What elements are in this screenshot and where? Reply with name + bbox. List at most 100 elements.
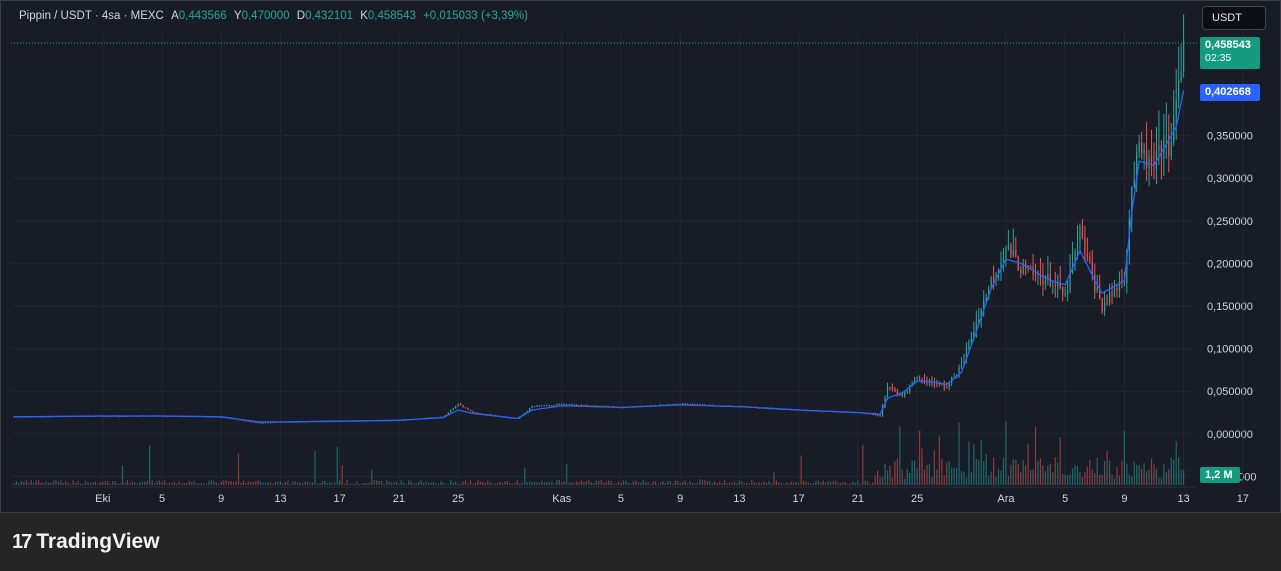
- x-tick-label: 17: [793, 493, 805, 505]
- volume-bar: [309, 482, 311, 485]
- volume-bar: [171, 483, 173, 485]
- candle-body: [963, 360, 965, 365]
- volume-bar: [427, 482, 430, 485]
- volume-bar: [805, 481, 807, 485]
- volume-bar: [70, 483, 72, 485]
- volume-bar: [376, 480, 378, 485]
- volume-bar: [279, 481, 282, 485]
- volume-bar: [807, 482, 810, 485]
- volume-bar: [1180, 469, 1182, 485]
- volume-bar: [129, 483, 131, 485]
- volume-bar: [812, 483, 815, 485]
- volume-bar: [617, 481, 620, 485]
- volume-bar: [837, 482, 839, 485]
- volume-bar: [57, 481, 59, 485]
- candle-body: [988, 287, 990, 299]
- price-chart[interactable]: 0,350000 0,300000 0,250000 0,200000 0,150000…: [1, 1, 1281, 514]
- close-value: 0,458543: [367, 10, 416, 22]
- volume-bar: [134, 482, 136, 485]
- candle-body: [1005, 247, 1007, 259]
- candle-body: [1052, 285, 1054, 287]
- volume-bar: [923, 469, 926, 485]
- currency-selector[interactable]: USDT: [1202, 6, 1266, 30]
- candle-body: [923, 380, 926, 382]
- candle-body: [450, 410, 452, 413]
- candle-body: [1086, 254, 1088, 257]
- candle-body: [978, 320, 980, 323]
- volume-bar: [112, 481, 114, 485]
- volume-bar: [18, 483, 20, 485]
- volume-bar: [1091, 469, 1093, 485]
- volume-bar: [104, 480, 106, 485]
- volume-bar: [114, 481, 116, 485]
- candle-body: [457, 403, 459, 407]
- volume-bar: [92, 482, 94, 485]
- volume-bar: [988, 475, 990, 485]
- candle-body: [975, 322, 977, 333]
- volume-bar: [948, 461, 950, 485]
- volume-bar: [980, 440, 982, 485]
- y-tick-label: 0,200000: [1207, 258, 1253, 270]
- ma-line: [14, 90, 1185, 423]
- volume-bar: [820, 482, 822, 485]
- candle-body: [1126, 249, 1128, 283]
- candle-body: [985, 298, 987, 300]
- volume-bar: [42, 483, 45, 485]
- candle-body: [269, 422, 272, 424]
- volume-bar: [765, 482, 768, 485]
- candle-body: [896, 391, 898, 395]
- candle-body: [879, 414, 881, 416]
- y-tick-label: 0,250000: [1207, 216, 1253, 228]
- volume-bar: [356, 481, 358, 485]
- volume-bar: [173, 481, 175, 485]
- candle-body: [1099, 287, 1101, 299]
- volume-bar: [344, 483, 346, 485]
- volume-bar: [800, 455, 802, 485]
- volume-bar: [738, 480, 741, 485]
- volume-bar: [403, 482, 405, 485]
- volume-bar: [383, 483, 385, 485]
- tradingview-brand[interactable]: 17 TradingView: [12, 530, 160, 554]
- volume-bar: [124, 482, 126, 485]
- open-value: 0,443566: [178, 10, 227, 22]
- candle-body: [1015, 249, 1017, 257]
- x-tick-label: 25: [452, 493, 464, 505]
- volume-bar: [832, 481, 834, 485]
- volume-bar: [874, 475, 876, 485]
- volume-bar: [265, 482, 267, 485]
- volume-bar: [849, 483, 852, 485]
- volume-bar: [615, 483, 617, 485]
- volume-bar: [958, 422, 960, 485]
- volume-bar: [608, 480, 610, 485]
- volume-bar: [973, 444, 975, 485]
- volume-bar: [1133, 462, 1135, 485]
- candle-countdown: 02:35: [1205, 52, 1232, 64]
- volume-bar: [953, 468, 955, 485]
- volume-bar: [459, 483, 462, 485]
- candle-body: [1131, 186, 1133, 219]
- volume-bar: [990, 471, 992, 485]
- volume-bar: [595, 480, 597, 485]
- candle-body: [1118, 281, 1121, 291]
- candle-body: [556, 404, 558, 406]
- candle-body: [965, 349, 968, 361]
- candle-body: [1141, 141, 1143, 155]
- volume-bar: [1030, 469, 1032, 485]
- volume-bar: [1118, 475, 1121, 485]
- volume-bar: [228, 481, 230, 485]
- candle-body: [904, 392, 906, 396]
- candle-body: [566, 404, 568, 406]
- candle-body: [272, 422, 274, 424]
- candle-body: [257, 422, 259, 424]
- candle-body: [1145, 149, 1148, 169]
- candle-body: [1074, 251, 1076, 263]
- volume-bar: [627, 482, 629, 485]
- volume-bar: [1027, 443, 1029, 485]
- symbol-label[interactable]: Pippin / USDT · 4sa · MEXC: [19, 10, 164, 22]
- candle-body: [909, 385, 911, 392]
- volume-bar: [30, 480, 32, 485]
- x-tick-label: Kas: [552, 493, 571, 505]
- volume-bar: [161, 482, 163, 485]
- volume-bar: [951, 467, 953, 485]
- volume-bar: [928, 464, 931, 485]
